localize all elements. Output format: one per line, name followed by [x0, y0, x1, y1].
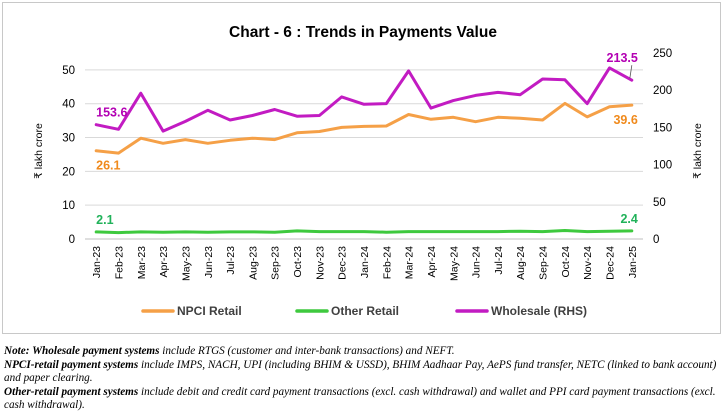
x-tick-label: Dec-24	[605, 246, 617, 280]
x-tick-label: Jun-24	[471, 246, 483, 278]
data-label: 26.1	[96, 159, 120, 173]
data-label: 2.4	[620, 212, 637, 226]
x-tick-label: Oct-23	[292, 246, 304, 278]
data-label: 2.1	[96, 213, 113, 227]
x-tick-label: Mar-24	[404, 246, 416, 279]
x-tick-label: Aug-23	[247, 246, 259, 280]
series-line-other-retail	[94, 229, 634, 235]
data-labels: 26.1 39.6 2.1 2.4 153.6 213.5	[96, 51, 638, 227]
chart-title: Chart - 6 : Trends in Payments Value	[229, 24, 497, 41]
x-tick-label: Sep-23	[270, 246, 282, 280]
x-tick-label: Oct-24	[560, 246, 572, 278]
series-line-wholesale-rhs	[94, 66, 634, 133]
y-tick-label-right: 50	[653, 197, 666, 209]
y-tick-label-left: 40	[62, 99, 75, 111]
note-other-retail-term: Other-retail payment systems	[4, 385, 139, 398]
y-tick-label-right: 200	[653, 85, 672, 97]
x-tick-label: Nov-23	[314, 246, 326, 280]
x-tick-label: Jan-25	[627, 246, 639, 278]
legend-label: Wholesale (RHS)	[491, 304, 587, 318]
x-tick-label: Apr-24	[426, 246, 438, 278]
note-npci-retail-text: include IMPS, NACH, UPI (including BHIM …	[4, 358, 717, 385]
x-tick-label: Jan-24	[359, 246, 371, 278]
y-axis-label-right: ₹ lakh crore	[692, 123, 704, 179]
x-tick-label: Aug-24	[515, 246, 527, 280]
x-tick-label: Mar-23	[136, 246, 148, 279]
data-label-leader	[629, 65, 633, 79]
data-label: 213.5	[607, 51, 638, 65]
trends-payments-value-chart: Chart - 6 : Trends in Payments Value 0 10…	[33, 24, 704, 318]
legend: NPCI Retail Other Retail Wholesale (RHS)	[141, 304, 587, 318]
series-line-npci-retail	[94, 101, 634, 155]
x-tick-label: Apr-23	[158, 246, 170, 278]
note-wholesale: Note: Wholesale payment systems include …	[4, 345, 720, 359]
x-tick-label: Dec-23	[337, 246, 349, 280]
series-lines	[94, 66, 634, 235]
gridlines	[85, 69, 643, 206]
x-tick-label: Feb-24	[381, 246, 393, 279]
note-npci-retail: NPCI-retail payment systems include IMPS…	[4, 359, 720, 386]
legend-label: Other Retail	[331, 304, 399, 318]
y-tick-label-left: 30	[62, 133, 75, 145]
note-wholesale-term: Note: Wholesale payment systems	[4, 345, 160, 357]
y-tick-label-right: 250	[653, 48, 672, 60]
chart-frame: Chart - 6 : Trends in Payments Value 0 10…	[2, 2, 721, 334]
data-label: 153.6	[96, 106, 127, 120]
legend-label: NPCI Retail	[177, 304, 242, 318]
note-wholesale-text: include RTGS (customer and inter-bank tr…	[159, 345, 455, 357]
x-tick-label: Nov-24	[582, 246, 594, 280]
y-tick-label-right: 100	[653, 160, 672, 172]
y-tick-label-left: 20	[62, 166, 75, 178]
x-tick-label: May-23	[180, 246, 192, 281]
axes: 0 10 20 30 40 50 0 50 100 150 200 250 Jan-23 Feb-23 Ma…	[62, 48, 672, 281]
x-tick-label: Sep-24	[538, 246, 550, 280]
y-tick-label-left: 0	[69, 234, 75, 246]
x-tick-label: Jul-23	[225, 246, 237, 275]
y-axis-label-left: ₹ lakh crore	[33, 123, 45, 179]
x-tick-label: May-24	[448, 246, 460, 281]
y-tick-label-left: 50	[62, 65, 75, 77]
x-tick-label: Jul-24	[493, 246, 505, 275]
y-tick-label-right: 150	[653, 122, 672, 134]
chart-notes: Note: Wholesale payment systems include …	[4, 345, 720, 413]
x-tick-label: Jan-23	[91, 246, 103, 278]
note-npci-retail-term: NPCI-retail payment systems	[4, 358, 139, 371]
note-other-retail: Other-retail payment systems include deb…	[4, 386, 720, 413]
x-tick-label: Jun-23	[203, 246, 215, 278]
x-tick-label: Feb-23	[113, 246, 125, 279]
note-other-retail-text: include debit and credit card payment tr…	[4, 385, 716, 412]
y-tick-label-right: 0	[653, 234, 659, 246]
data-label: 39.6	[613, 113, 637, 127]
y-tick-label-left: 10	[62, 200, 75, 212]
